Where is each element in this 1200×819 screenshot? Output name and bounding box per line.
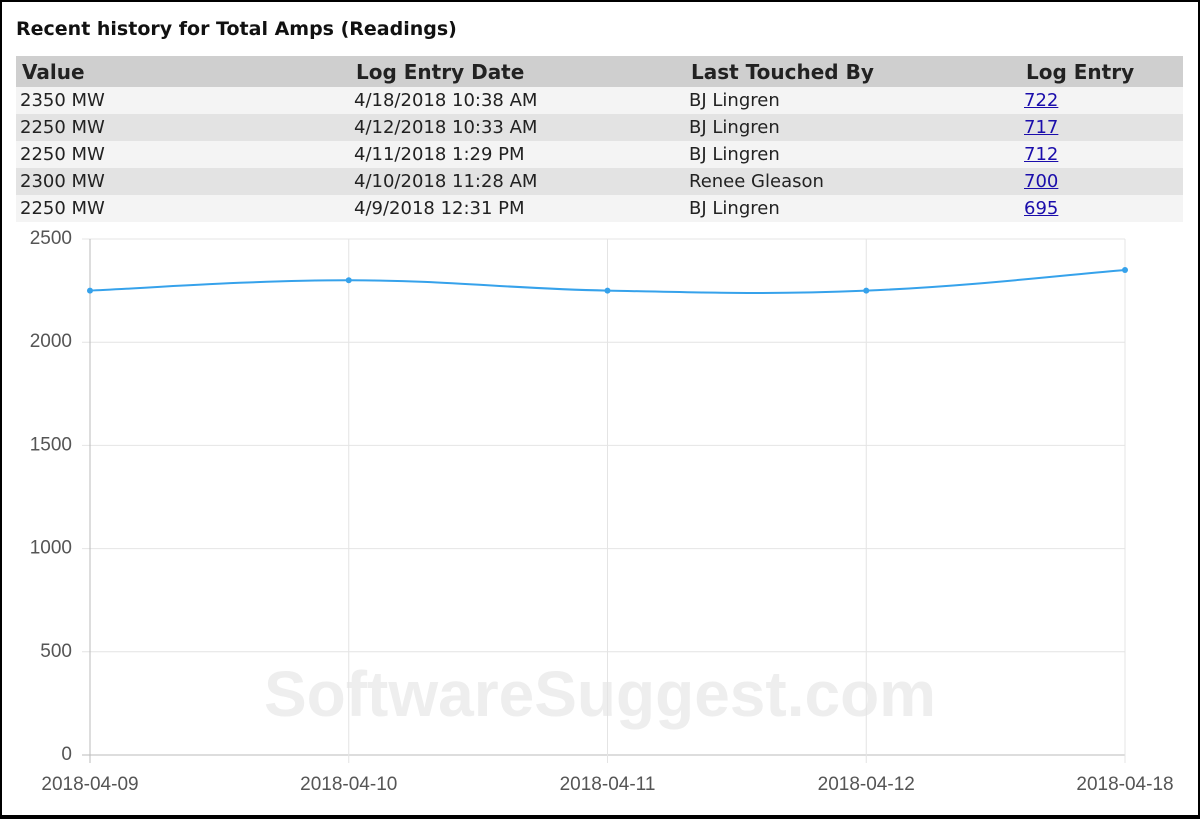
log-entry-link[interactable]: 722 — [1024, 90, 1059, 111]
point — [1122, 266, 1128, 273]
log-entry-link[interactable]: 717 — [1024, 117, 1059, 138]
table-cell: 4/10/2018 11:28 AM — [350, 168, 685, 195]
table-row: 2250 MW 4/12/2018 10:33 AM BJ Lingren 717 — [16, 114, 1183, 141]
column-header: Value — [16, 56, 350, 87]
chart: SoftwareSuggest.com 0 500 1000 1500 2000 2500 2… — [30, 228, 1174, 795]
table-row: 2350 MW 4/18/2018 10:38 AM BJ Lingren 722 — [16, 87, 1183, 114]
x-tick-label: 2018-04-09 — [41, 774, 138, 795]
table-cell: BJ Lingren — [685, 87, 1020, 114]
table-cell: 2250 MW — [16, 141, 350, 168]
panel-title: Recent history for Total Amps (Readings) — [16, 18, 457, 40]
point — [87, 287, 93, 294]
column-header: Log Entry Date — [350, 56, 685, 87]
table-cell: 717 — [1020, 114, 1183, 141]
table-cell: BJ Lingren — [685, 195, 1020, 222]
table-body: 2350 MW 4/18/2018 10:38 AM BJ Lingren 722 22… — [16, 87, 1183, 222]
table-cell: 2350 MW — [16, 87, 350, 114]
x-tick-label: 2018-04-10 — [300, 774, 397, 795]
point — [604, 287, 611, 294]
table-cell: 4/9/2018 12:31 PM — [350, 195, 685, 222]
y-tick-label: 1500 — [30, 434, 72, 455]
y-tick-label: 0 — [61, 744, 72, 765]
table-cell: 2250 MW — [16, 195, 350, 222]
table-cell: BJ Lingren — [685, 141, 1020, 168]
point — [863, 287, 870, 294]
column-header: Last Touched By — [685, 56, 1020, 87]
table-cell: 695 — [1020, 195, 1183, 222]
table-cell: 4/12/2018 10:33 AM — [350, 114, 685, 141]
y-tick-label: 500 — [40, 641, 72, 662]
table-cell: 2300 MW — [16, 168, 350, 195]
watermark: SoftwareSuggest.com — [264, 658, 936, 730]
table-cell: 700 — [1020, 168, 1183, 195]
table-cell: 722 — [1020, 87, 1183, 114]
table-row: 2250 MW 4/11/2018 1:29 PM BJ Lingren 712 — [16, 141, 1183, 168]
table-cell: 712 — [1020, 141, 1183, 168]
table-cell: Renee Gleason — [685, 168, 1020, 195]
column-header: Log Entry — [1020, 56, 1183, 87]
table-row: 2250 MW 4/9/2018 12:31 PM BJ Lingren 695 — [16, 195, 1183, 222]
log-entry-link[interactable]: 700 — [1024, 171, 1059, 192]
history-table: Value Log Entry Date Last Touched By Log En… — [16, 56, 1183, 222]
y-tick-label: 2500 — [30, 228, 72, 249]
log-entry-link[interactable]: 695 — [1024, 198, 1059, 219]
x-tick-label: 2018-04-18 — [1076, 774, 1173, 795]
table-row: 2300 MW 4/10/2018 11:28 AM Renee Gleason 70… — [16, 168, 1183, 195]
log-entry-link[interactable]: 712 — [1024, 144, 1059, 165]
y-tick-label: 2000 — [30, 331, 72, 352]
point — [345, 277, 352, 284]
x-tick-label: 2018-04-12 — [818, 774, 915, 795]
y-tick-label: 1000 — [30, 538, 72, 559]
x-tick-label: 2018-04-11 — [560, 774, 656, 795]
table-cell: 2250 MW — [16, 114, 350, 141]
table-cell: 4/11/2018 1:29 PM — [350, 141, 685, 168]
header-row: Value Log Entry Date Last Touched By Log En… — [16, 56, 1183, 87]
table-cell: 4/18/2018 10:38 AM — [350, 87, 685, 114]
table-cell: BJ Lingren — [685, 114, 1020, 141]
